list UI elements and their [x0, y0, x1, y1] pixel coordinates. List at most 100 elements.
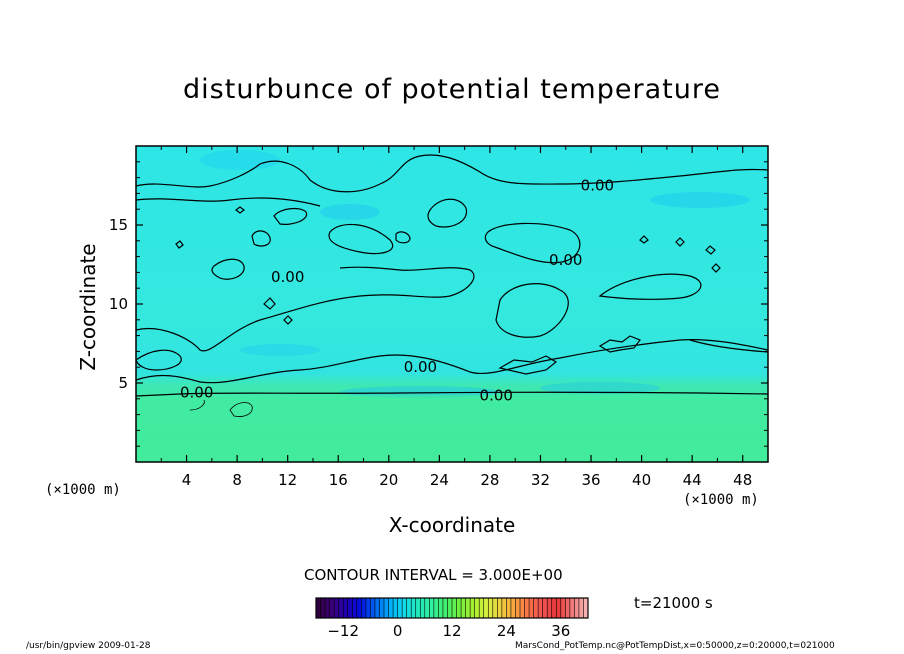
- contour-line: [175, 240, 184, 249]
- x-tick-label: 16: [329, 471, 348, 489]
- contour-line: [235, 206, 245, 214]
- colorbar-cell: [338, 598, 344, 618]
- colorbar-cell: [574, 598, 580, 618]
- colorbar-frame: [315, 597, 589, 619]
- colorbar-cell: [429, 598, 435, 618]
- colorbar-cell: [334, 598, 340, 618]
- colorbar-cell: [479, 598, 485, 618]
- colorbar-cell: [565, 598, 571, 618]
- colorbar-cell: [470, 598, 476, 618]
- colorbar-cell: [365, 598, 371, 618]
- colorbar-cell: [501, 598, 507, 618]
- x-axis-unit-left: (×1000 m): [45, 482, 121, 498]
- contour-label: 0.00: [404, 358, 437, 376]
- colorbar-cell: [347, 598, 353, 618]
- colorbar-cell: [578, 598, 584, 618]
- x-tick-label: 48: [733, 471, 752, 489]
- x-tick-label: 8: [232, 471, 242, 489]
- colorbar-tick-label: 24: [497, 622, 516, 640]
- contour-label: 0.00: [480, 387, 513, 405]
- contour-labels: 0.00 0.00 0.00 0.00 0.00 0.00: [180, 177, 614, 405]
- contour-line: [328, 223, 394, 255]
- x-tick-label: 44: [683, 471, 702, 489]
- colorbar-tick-label: 12: [442, 622, 461, 640]
- x-axis-unit-right: (×1000 m): [683, 492, 759, 508]
- colorbar-cell: [560, 598, 566, 618]
- colorbar-cell: [506, 598, 512, 618]
- footer-data-source: MarsCond_PotTemp.nc@PotTempDist,x=0:5000…: [515, 641, 835, 651]
- colorbar-tick-label: −12: [327, 622, 359, 640]
- colorbar-cell: [384, 598, 390, 618]
- y-tick-label: 15: [109, 216, 128, 234]
- contour-line: [484, 222, 581, 264]
- colorbar-cell: [551, 598, 557, 618]
- contour-line: [251, 230, 271, 247]
- colorbar-cell: [343, 598, 349, 618]
- chart-title: disturbunce of potential temperature: [183, 74, 721, 105]
- contour-line: [135, 391, 769, 397]
- contour-label: 0.00: [549, 251, 582, 269]
- colorbar-cell: [374, 598, 380, 618]
- colorbar-cell: [352, 598, 358, 618]
- colorbar-tick-label: 36: [551, 622, 570, 640]
- contour-line: [395, 231, 411, 244]
- colorbar-cell: [361, 598, 367, 618]
- colorbar-cell: [406, 598, 412, 618]
- contour-line: [598, 273, 702, 300]
- colorbar-cell: [415, 598, 421, 618]
- colorbar-cell: [547, 598, 553, 618]
- x-axis-ticks: 4 8 12 16 20 24 28 32 36 40 44 48: [160, 146, 752, 489]
- colorbar-cell: [438, 598, 444, 618]
- contour-line: [689, 339, 769, 353]
- footer-program-date: /usr/bin/gpview 2009-01-28: [26, 641, 151, 651]
- colorbar-ticks: −12 0 12 24 36: [327, 622, 570, 640]
- x-tick-label: 40: [632, 471, 651, 489]
- contour-label: 0.00: [180, 383, 213, 401]
- time-label: t=21000 s: [634, 594, 713, 612]
- colorbar-cell: [424, 598, 430, 618]
- contour-line: [711, 263, 721, 273]
- contour-line: [135, 154, 769, 193]
- colorbar-cell: [461, 598, 467, 618]
- contour-line: [189, 399, 205, 411]
- x-tick-label: 36: [581, 471, 600, 489]
- x-tick-label: 28: [480, 471, 499, 489]
- colorbar-cell: [538, 598, 544, 618]
- contour-line: [705, 245, 716, 255]
- contour-label: 0.00: [271, 268, 304, 286]
- colorbar-cell: [325, 598, 331, 618]
- colorbar-cell: [456, 598, 462, 618]
- contour-line: [495, 283, 569, 338]
- colorbar: [315, 597, 589, 619]
- contour-line: [639, 235, 649, 244]
- x-tick-label: 12: [278, 471, 297, 489]
- colorbar-cell: [497, 598, 503, 618]
- contour-lines: [135, 154, 769, 417]
- contour-line: [229, 402, 253, 417]
- contour-line: [427, 198, 468, 228]
- colorbar-cell: [529, 598, 535, 618]
- colorbar-cell: [492, 598, 498, 618]
- contour-line: [283, 315, 293, 325]
- y-axis-title: Z-coordinate: [76, 243, 100, 371]
- colorbar-cell: [465, 598, 471, 618]
- colorbar-cell: [542, 598, 548, 618]
- x-tick-label: 24: [430, 471, 449, 489]
- colorbar-cell: [533, 598, 539, 618]
- colorbar-cell: [483, 598, 489, 618]
- colorbar-cell: [524, 598, 530, 618]
- colorbar-cell: [569, 598, 575, 618]
- colorbar-cell: [474, 598, 480, 618]
- colorbar-cell: [370, 598, 376, 618]
- contour-line: [211, 258, 245, 280]
- contour-line: [675, 237, 685, 247]
- colorbar-cell: [488, 598, 494, 618]
- contour-line: [135, 339, 769, 384]
- colorbar-cell: [515, 598, 521, 618]
- contour-line: [263, 297, 276, 310]
- colorbar-cell: [397, 598, 403, 618]
- colorbar-cell: [556, 598, 562, 618]
- colorbar-cell: [329, 598, 335, 618]
- colorbar-cell: [433, 598, 439, 618]
- colorbar-tick-label: 0: [393, 622, 403, 640]
